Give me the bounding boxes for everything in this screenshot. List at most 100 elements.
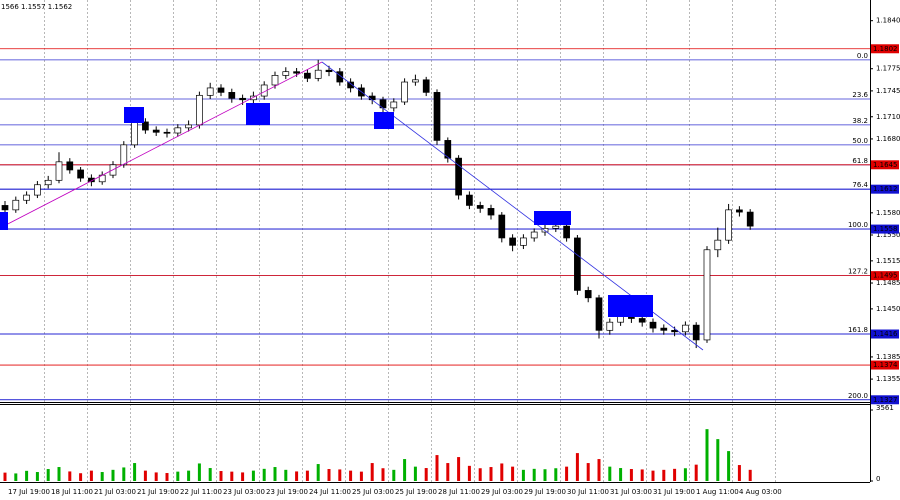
- fib-label: 200.0: [848, 392, 868, 400]
- candle-body: [163, 131, 171, 134]
- level-box: [871, 224, 899, 234]
- candle-body: [271, 75, 279, 86]
- candle-body: [206, 87, 214, 96]
- y-tick-label: 1.1485: [876, 279, 900, 287]
- x-tick-label: 29 Jul 19:00: [524, 488, 566, 496]
- candle-body: [595, 297, 603, 331]
- zone: [124, 107, 144, 123]
- candle-body: [487, 208, 495, 216]
- x-tick-label: 21 Jul 19:00: [137, 488, 179, 496]
- candle-body: [509, 237, 516, 246]
- volume-bar: [543, 469, 547, 481]
- volume-bar: [586, 463, 590, 481]
- candle-body: [520, 237, 527, 246]
- volume-bar: [683, 468, 687, 481]
- level-label: 1.1327: [873, 396, 898, 404]
- level-label: 1.1416: [873, 330, 898, 338]
- zone: [374, 112, 394, 129]
- candle-body: [455, 157, 462, 196]
- candle-body: [638, 318, 646, 323]
- candle-body: [736, 209, 743, 213]
- x-tick-label: 18 Jul 11:00: [51, 488, 93, 496]
- volume-bar: [403, 459, 407, 481]
- volume-bar: [79, 473, 83, 481]
- level-box: [871, 160, 899, 170]
- candle-body: [44, 179, 52, 186]
- volume-bar: [262, 468, 266, 481]
- volume-bar: [392, 469, 396, 481]
- time-grid: [44, 0, 776, 482]
- volume-bar: [521, 469, 525, 481]
- y-tick-label: 1.1355: [876, 375, 900, 383]
- candle-body: [682, 324, 689, 333]
- fib-label: 76.4: [852, 181, 868, 189]
- x-tick-label: 21 Jul 03:00: [94, 488, 136, 496]
- candle-body: [390, 101, 398, 109]
- candle-body: [77, 169, 84, 179]
- candle-body: [34, 184, 41, 196]
- candle-body: [422, 79, 430, 93]
- fib-label: 23.6: [852, 91, 868, 99]
- y-tick-label: 1.1385: [876, 353, 900, 361]
- plot: [0, 48, 870, 481]
- candle-body: [142, 121, 149, 131]
- x-tick-label: 22 Jul 11:00: [180, 488, 222, 496]
- candle-body: [12, 199, 20, 211]
- candle-body: [714, 239, 722, 251]
- x-tick-label: 31 Jul 03:00: [610, 488, 652, 496]
- y-tick-label: 1.1550: [876, 231, 900, 239]
- volume-bar: [230, 471, 234, 481]
- candle-body: [552, 225, 560, 229]
- volume-bar: [673, 468, 677, 481]
- volume-bar: [165, 473, 169, 481]
- candle-body: [196, 94, 203, 126]
- fib-label: 100.0: [848, 221, 868, 229]
- candle-body: [433, 92, 441, 141]
- volume-bar: [478, 468, 482, 481]
- x-tick-label: 1 Aug 11:00: [696, 488, 739, 496]
- volume-bar: [359, 471, 363, 481]
- x-tick-label: 4 Aug 03:00: [739, 488, 782, 496]
- volume-tick-label: 3561: [876, 404, 894, 412]
- x-tick-label: 25 Jul 19:00: [395, 488, 437, 496]
- candle-body: [444, 140, 452, 159]
- volume-bar: [511, 466, 515, 481]
- candle-body: [304, 72, 311, 79]
- candle-body: [1, 205, 9, 211]
- volume-bar: [197, 463, 201, 481]
- volume-bar: [241, 472, 245, 481]
- x-tick-label: 30 Jul 11:00: [567, 488, 609, 496]
- volume-bar: [111, 469, 115, 481]
- volume-bar: [316, 464, 320, 481]
- volume-bar: [424, 468, 428, 481]
- level-box: [871, 44, 899, 54]
- candle-body: [325, 69, 333, 73]
- level-label: 1.1802: [873, 45, 898, 53]
- volume-bar: [381, 468, 385, 481]
- level-label: 1.1374: [873, 361, 898, 369]
- volume-bar: [35, 472, 39, 481]
- volume-bar: [457, 457, 461, 481]
- x-tick-label: 31 Jul 19:00: [653, 488, 695, 496]
- volume-bar: [133, 463, 137, 481]
- candle-body: [649, 321, 657, 329]
- volume-bar: [187, 470, 191, 481]
- zone: [534, 211, 571, 225]
- candle-body: [336, 71, 344, 83]
- volume-bar: [716, 439, 720, 481]
- candle-body: [23, 194, 30, 201]
- level-label: 1.1495: [873, 272, 898, 280]
- candle-body: [401, 81, 408, 103]
- volume-bar: [295, 471, 299, 481]
- candle-body: [476, 205, 484, 209]
- x-tick-label: 24 Jul 11:00: [309, 488, 351, 496]
- header: 1566 1.1557 1.1562: [1, 3, 72, 11]
- volume-bar: [705, 429, 709, 481]
- volume-bar: [57, 467, 61, 481]
- volume-bar: [640, 469, 644, 481]
- y-tick-label: 1.1515: [876, 257, 900, 265]
- candle-body: [498, 214, 506, 239]
- volume-bar: [737, 465, 741, 481]
- zone: [246, 103, 270, 125]
- fib-label: 161.8: [848, 326, 868, 334]
